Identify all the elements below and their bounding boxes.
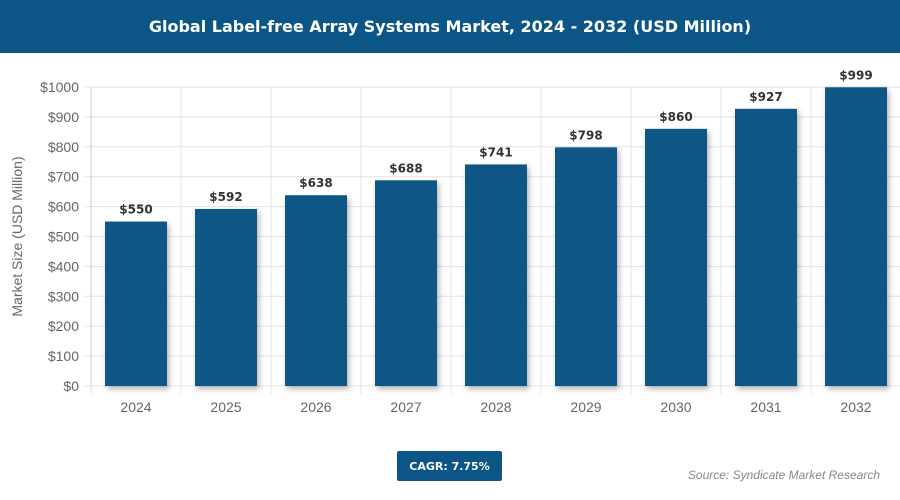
x-tick-label: 2025: [210, 399, 241, 415]
y-tick-label: $300: [48, 288, 79, 304]
y-tick-label: $800: [48, 139, 79, 155]
y-tick-label: $500: [48, 229, 79, 245]
y-tick-label: $900: [48, 109, 79, 125]
source-text: Source: Syndicate Market Research: [687, 468, 880, 482]
data-label: $741: [479, 145, 512, 159]
x-tick-label: 2026: [300, 399, 331, 415]
data-label: $638: [299, 176, 332, 190]
x-tick-label: 2032: [840, 399, 871, 415]
y-tick-label: $700: [48, 169, 79, 185]
y-axis-title: Market Size (USD Million): [9, 156, 25, 316]
data-label: $592: [209, 190, 242, 204]
bar-2030: [645, 128, 707, 387]
y-tick-label: $100: [48, 348, 79, 364]
y-tick-label: $0: [63, 378, 79, 394]
bar-2024: [105, 221, 167, 386]
bar-2027: [375, 180, 437, 386]
data-label: $688: [389, 161, 422, 175]
bar-2026: [285, 195, 347, 386]
bar-2031: [735, 108, 797, 387]
y-tick-label: $600: [48, 199, 79, 215]
bar-2028: [465, 164, 527, 386]
data-label: $550: [119, 203, 152, 217]
x-tick-label: 2029: [570, 399, 601, 415]
data-label: $860: [659, 110, 692, 124]
data-label: $927: [749, 90, 782, 104]
x-tick-label: 2031: [750, 399, 781, 415]
bar-chart: $0 $100 $200 $300 $400 $500 $600 $700 $800 $900 $1…: [9, 68, 900, 415]
y-tick-label: $200: [48, 318, 79, 334]
cagr-badge: CAGR: 7.75%: [397, 451, 502, 481]
y-tick-label: $1000: [40, 79, 79, 95]
x-tick-label: 2027: [390, 399, 421, 415]
bar-2032: [825, 87, 887, 386]
x-tick-label: 2024: [120, 399, 151, 415]
x-tick-label: 2030: [660, 399, 691, 415]
x-tick-label: 2028: [480, 399, 511, 415]
chart-title: Global Label-free Array Systems Market, …: [0, 0, 900, 53]
y-tick-label: $400: [48, 258, 79, 274]
data-label: $999: [839, 68, 872, 82]
bar-2029: [555, 147, 617, 386]
data-label: $798: [569, 128, 602, 142]
bar-2025: [195, 208, 257, 386]
